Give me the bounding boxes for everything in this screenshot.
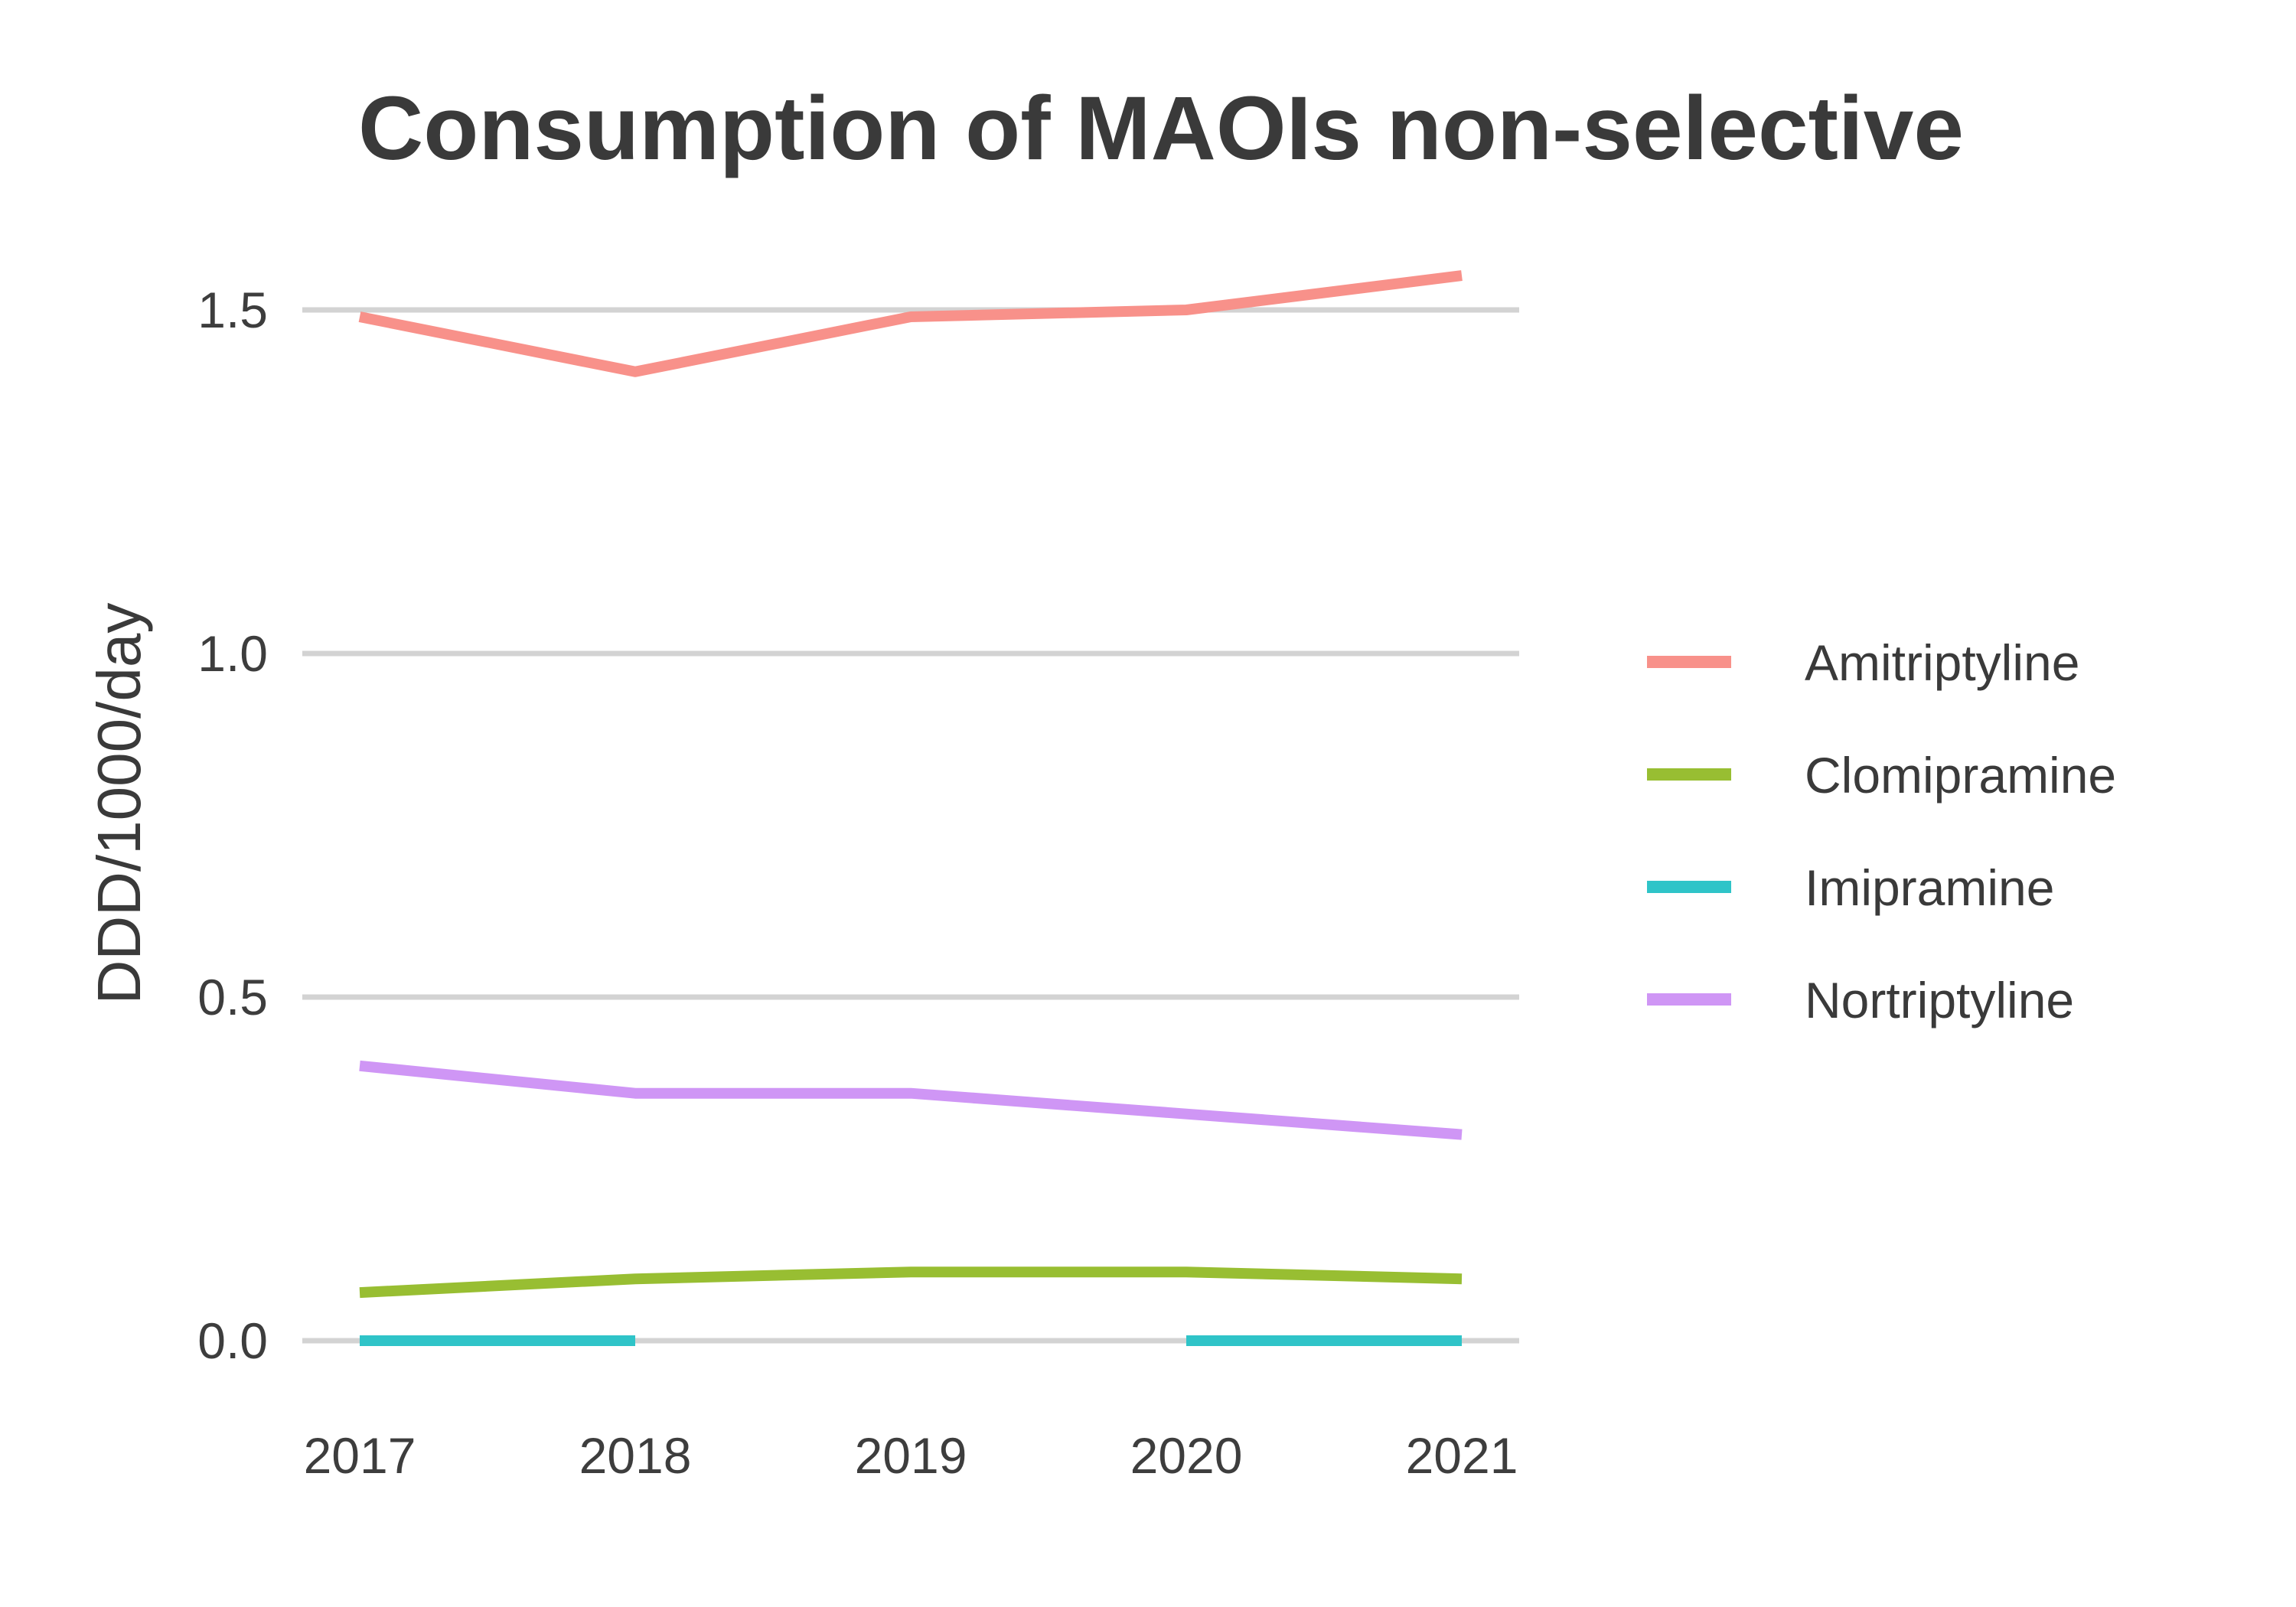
x-tick-label: 2017 — [304, 1427, 416, 1484]
y-axis-title: DDD/1000/day — [85, 603, 153, 1005]
x-tick-label: 2020 — [1130, 1427, 1243, 1484]
series-line-nortriptyline — [359, 1060, 1463, 1140]
legend-label-imipramine: Imipramine — [1805, 859, 2054, 916]
legend: Amitriptyline Clomipramine Imipramine Nortr… — [1647, 634, 2116, 1028]
series-line-amitriptyline — [358, 270, 1463, 377]
series-line-clomipramine — [359, 1266, 1463, 1299]
x-axis-tick-labels: 2017 2018 2019 2020 2021 — [304, 1427, 1518, 1484]
y-tick-label: 1.5 — [197, 282, 268, 338]
series-lines — [358, 270, 1463, 1346]
y-tick-label: 1.0 — [197, 625, 268, 682]
y-tick-label: 0.0 — [197, 1312, 268, 1369]
legend-label-clomipramine: Clomipramine — [1805, 747, 2116, 804]
legend-label-amitriptyline: Amitriptyline — [1805, 634, 2079, 691]
legend-label-nortriptyline: Nortriptyline — [1805, 972, 2074, 1028]
x-tick-label: 2021 — [1406, 1427, 1518, 1484]
x-tick-label: 2018 — [579, 1427, 692, 1484]
y-tick-label: 0.5 — [197, 969, 268, 1025]
chart-title: Consumption of MAOIs non-selective — [358, 78, 1964, 179]
y-axis-tick-labels: 0.0 0.5 1.0 1.5 — [197, 282, 268, 1369]
x-tick-label: 2019 — [855, 1427, 967, 1484]
